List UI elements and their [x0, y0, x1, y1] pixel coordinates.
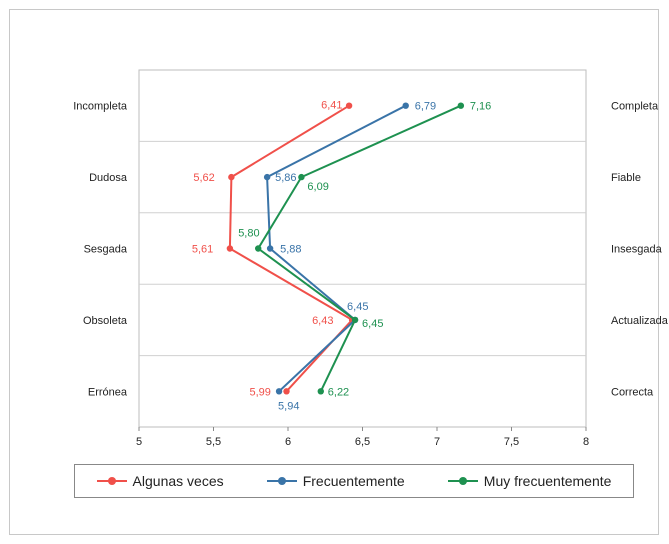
- x-tick-label: 7: [434, 436, 440, 448]
- legend-swatch-muy-frecuentemente: [447, 475, 478, 487]
- data-point: [283, 388, 290, 395]
- legend-label: Muy frecuentemente: [483, 473, 612, 489]
- legend-item-muy-frecuentemente: Muy frecuentemente: [447, 473, 612, 489]
- data-point: [266, 245, 274, 252]
- data-label: 5,99: [250, 386, 271, 398]
- data-label: 6,45: [347, 301, 368, 313]
- x-tick-label: 5,5: [206, 436, 221, 448]
- legend-swatch-algunas-veces: [96, 475, 127, 487]
- data-label: 6,09: [307, 181, 328, 193]
- data-point: [345, 102, 353, 109]
- data-point: [228, 173, 235, 181]
- data-label: 6,22: [328, 386, 349, 398]
- x-tick-label: 8: [583, 436, 589, 448]
- chart-legend: Algunas veces Frecuentemente Muy frecuen…: [74, 464, 634, 498]
- left-category-label: Dudosa: [89, 172, 128, 184]
- data-point: [351, 316, 359, 324]
- x-tick-label: 7,5: [504, 436, 519, 448]
- left-category-label: Sesgada: [84, 244, 128, 256]
- right-category-label: Correcta: [611, 386, 654, 398]
- right-category-label: Actualizada: [611, 315, 669, 327]
- x-tick-label: 5: [136, 436, 142, 448]
- data-label: 5,80: [238, 228, 259, 240]
- right-category-label: Completa: [611, 101, 659, 113]
- legend-label: Algunas veces: [132, 473, 224, 489]
- right-category-label: Fiable: [611, 172, 641, 184]
- data-label: 5,88: [280, 244, 301, 256]
- left-category-label: Errónea: [88, 386, 128, 398]
- left-category-label: Obsoleta: [83, 315, 128, 327]
- left-category-label: Incompleta: [73, 101, 128, 113]
- data-point: [402, 102, 409, 109]
- data-point: [457, 102, 465, 109]
- data-label: 5,86: [275, 172, 296, 184]
- x-tick-label: 6,5: [355, 436, 370, 448]
- data-label: 5,94: [278, 400, 299, 412]
- data-label: 6,43: [312, 315, 333, 327]
- data-point: [317, 388, 324, 395]
- right-category-label: Insesgada: [611, 244, 663, 256]
- x-tick-label: 6: [285, 436, 291, 448]
- legend-item-frecuentemente: Frecuentemente: [266, 473, 405, 489]
- data-point: [298, 173, 305, 181]
- data-point: [275, 388, 283, 395]
- data-label: 6,45: [362, 318, 383, 330]
- data-label: 6,41: [321, 100, 342, 112]
- legend-label: Frecuentemente: [302, 473, 405, 489]
- data-label: 6,79: [415, 101, 436, 113]
- legend-item-algunas-veces: Algunas veces: [96, 473, 224, 489]
- data-point: [263, 173, 271, 181]
- chart-frame: [9, 9, 659, 535]
- data-point: [255, 245, 262, 252]
- data-label: 7,16: [470, 101, 491, 113]
- data-label: 5,61: [192, 244, 213, 256]
- data-label: 5,62: [193, 172, 214, 184]
- legend-swatch-frecuentemente: [266, 475, 297, 487]
- data-point: [226, 245, 234, 252]
